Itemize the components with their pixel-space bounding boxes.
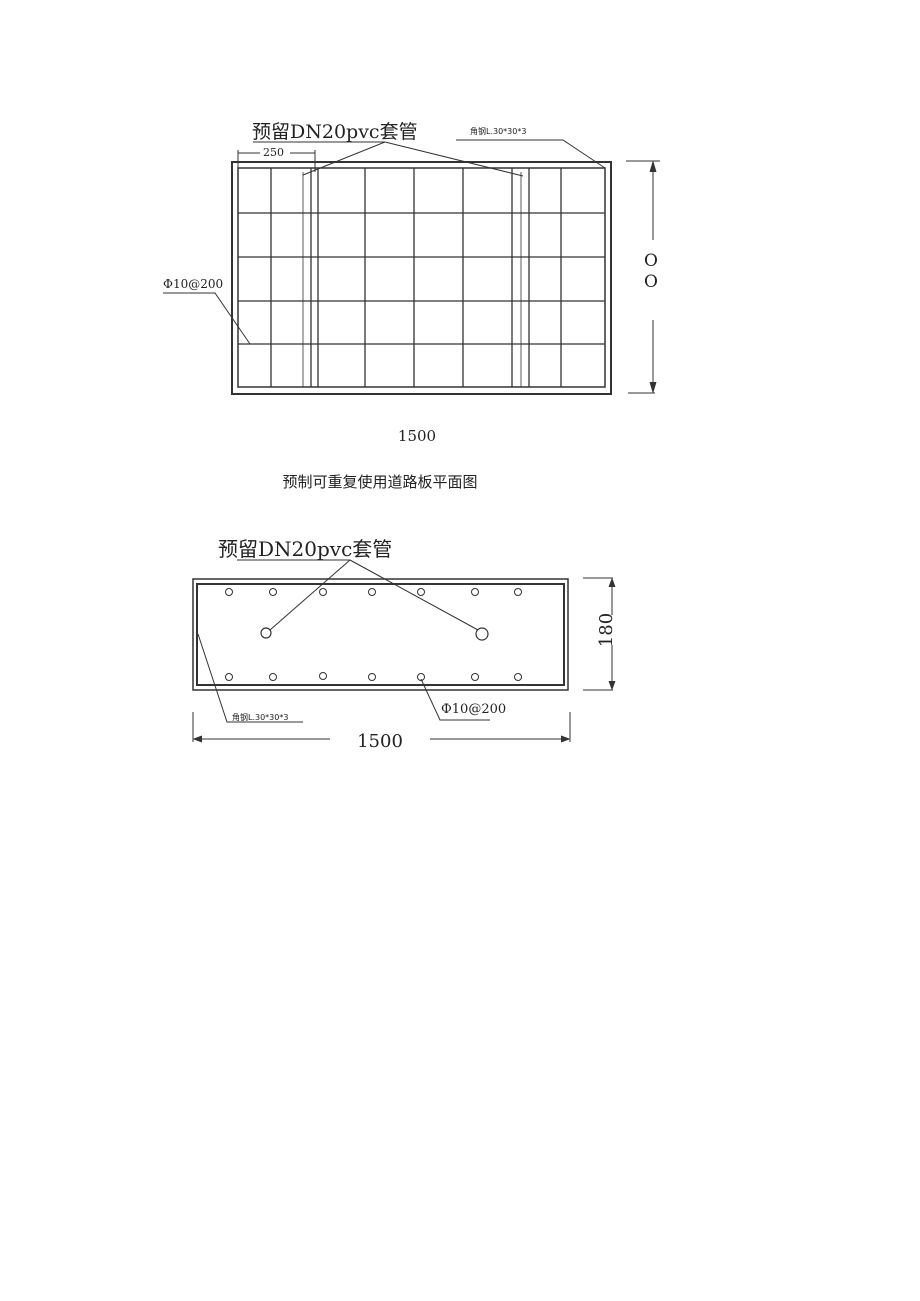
plan-width-dim-text: 1500 xyxy=(398,427,436,445)
section-outer-frame xyxy=(192,578,569,691)
section-height-dimension xyxy=(583,577,616,691)
plan-angle-steel-leader xyxy=(456,139,606,169)
plan-sleeve-leader xyxy=(253,141,524,177)
sleeve-circle-left xyxy=(260,627,272,639)
section-view: 预留DN20pvc套管 180 角钢L.30*30*3 Ф10@200 150 xyxy=(192,537,617,752)
plan-spacing-dimension xyxy=(237,150,316,172)
plan-height-dim-text-1: O xyxy=(644,251,658,271)
section-angle-steel-leader xyxy=(197,633,303,723)
section-width-dimension xyxy=(192,712,571,743)
plan-sleeve-label: 预留DN20pvc套管 xyxy=(252,121,418,143)
section-sleeve-label: 预留DN20pvc套管 xyxy=(218,537,392,561)
rebar-circles-top xyxy=(225,588,522,596)
plan-spacing-dim-text: 250 xyxy=(263,146,284,159)
section-height-dim-text: 180 xyxy=(596,613,617,647)
plan-angle-steel-label: 角钢L.30*30*3 xyxy=(470,126,526,136)
sleeve-circle-right xyxy=(475,627,489,641)
section-width-dim-text: 1500 xyxy=(357,731,403,752)
section-rebar-label: Ф10@200 xyxy=(441,702,506,717)
section-rebar-leader xyxy=(420,678,490,721)
rebar-grid xyxy=(238,168,605,387)
plan-outer-frame xyxy=(231,161,612,395)
plan-height-dim-text-2: O xyxy=(644,272,658,292)
plan-inner-frame xyxy=(237,167,606,388)
plan-height-dimension xyxy=(626,160,660,394)
section-sleeve-leader xyxy=(237,559,479,631)
section-inner-frame xyxy=(196,583,565,686)
section-angle-steel-label: 角钢L.30*30*3 xyxy=(232,712,288,722)
plan-rebar-leader xyxy=(163,292,251,345)
figure-caption: 预制可重复使用道路板平面图 xyxy=(282,473,477,491)
plan-view: 预留DN20pvc套管 角钢L.30*30*3 250 Ф10@200 O O … xyxy=(163,121,660,445)
plan-rebar-label: Ф10@200 xyxy=(163,277,223,291)
rebar-circles-bottom xyxy=(225,672,522,681)
